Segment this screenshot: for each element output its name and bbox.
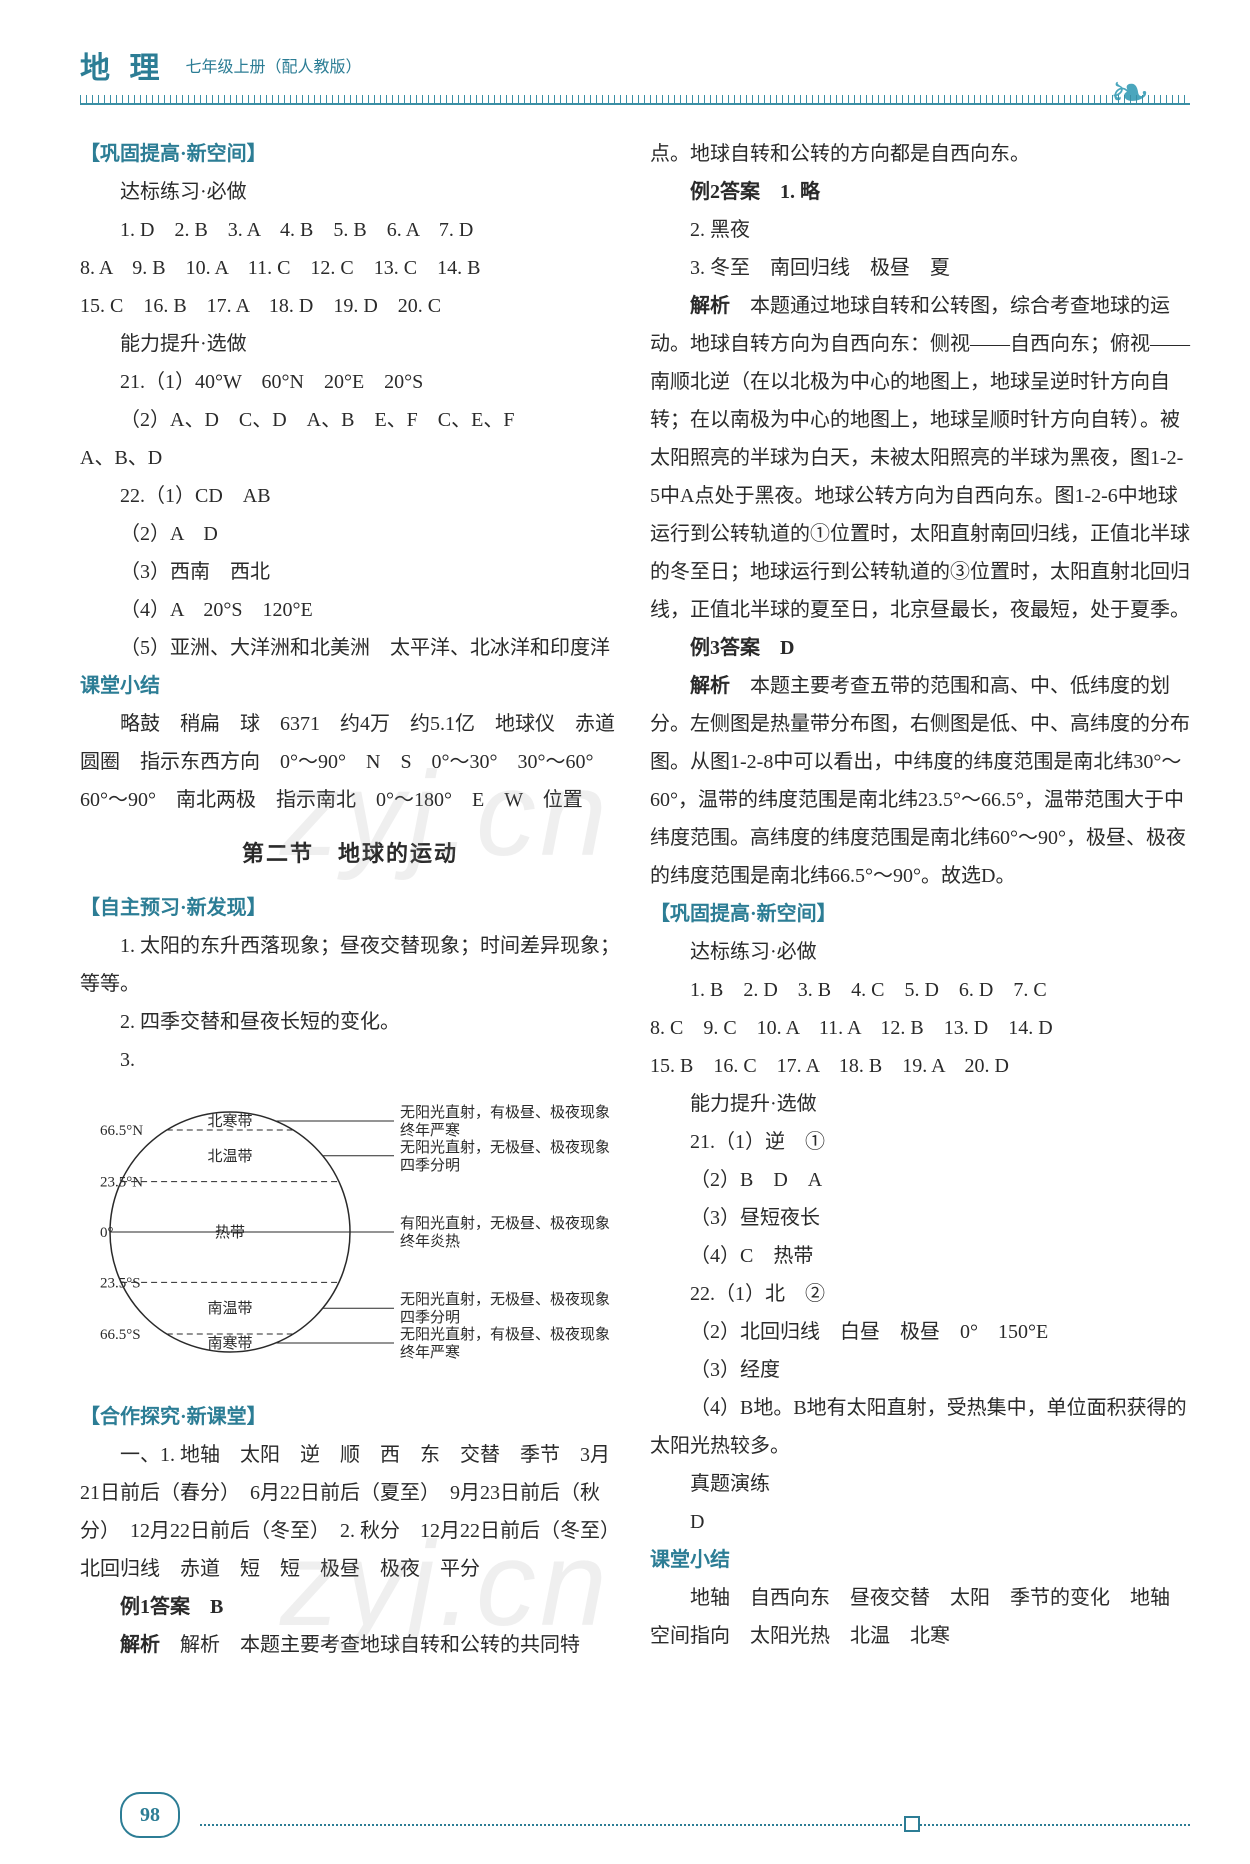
svg-text:无阳光直射，无极昼、极夜现象，: 无阳光直射，无极昼、极夜现象，: [400, 1291, 610, 1308]
ruler-marks: [80, 95, 1190, 105]
svg-text:66.5°S: 66.5°S: [100, 1327, 141, 1343]
section-heading: 【巩固提高·新空间】: [650, 895, 1190, 933]
analysis-label: 解析: [690, 675, 730, 697]
answer-line: 15. C 16. B 17. A 18. D 19. D 20. C: [80, 287, 620, 325]
sub-heading: 真题演练: [650, 1465, 1190, 1503]
page: 地 理 七年级上册（配人教版） ❧ zyj.cn zyj.cn 【巩固提高·新空…: [0, 0, 1250, 1864]
analysis-text: 解析 本题主要考查五带的范围和高、中、低纬度的划分。左侧图是热量带分布图，右侧图…: [650, 667, 1190, 895]
example-answer: 例3答案 D: [650, 629, 1190, 667]
section-title: 第二节 地球的运动: [80, 833, 620, 875]
section-heading: 【巩固提高·新空间】: [80, 135, 620, 173]
svg-text:终年严寒: 终年严寒: [400, 1121, 460, 1139]
svg-text:四季分明: 四季分明: [400, 1309, 460, 1326]
section-heading: 【合作探究·新课堂】: [80, 1398, 620, 1436]
answer-line: （3）经度: [650, 1351, 1190, 1389]
svg-text:四季分明: 四季分明: [400, 1157, 460, 1174]
svg-text:北寒带: 北寒带: [207, 1112, 252, 1130]
answer-line: 21.（1）40°W 60°N 20°E 20°S: [80, 363, 620, 401]
section-heading: 课堂小结: [650, 1541, 1190, 1579]
sub-heading: 能力提升·选做: [650, 1085, 1190, 1123]
answer-line: （3）西南 西北: [80, 553, 620, 591]
answer-line: 8. A 9. B 10. A 11. C 12. C 13. C 14. B: [80, 249, 620, 287]
svg-text:无阳光直射，无极昼、极夜现象，: 无阳光直射，无极昼、极夜现象，: [400, 1139, 610, 1156]
right-column: 点。地球自转和公转的方向都是自西向东。 例2答案 1. 略 2. 黑夜 3. 冬…: [650, 135, 1190, 1664]
answer-line: 1. D 2. B 3. A 4. B 5. B 6. A 7. D: [80, 211, 620, 249]
answer-line: 3. 冬至 南回归线 极昼 夏: [650, 249, 1190, 287]
footer-dotted-line: [200, 1824, 1190, 1826]
answer-line: （2）B D A: [650, 1161, 1190, 1199]
subject-label: 地 理: [80, 40, 166, 97]
section-heading: 课堂小结: [80, 667, 620, 705]
section-heading: 【自主预习·新发现】: [80, 889, 620, 927]
svg-text:无阳光直射，有极昼、极夜现象，: 无阳光直射，有极昼、极夜现象，: [400, 1326, 610, 1343]
body-text: 略鼓 稍扁 球 6371 约4万 约5.1亿 地球仪 赤道 圆圈 指示东西方向 …: [80, 705, 620, 819]
svg-text:终年严寒: 终年严寒: [400, 1343, 460, 1361]
page-number: 98: [120, 1792, 180, 1838]
svg-text:0°: 0°: [100, 1225, 114, 1241]
sub-heading: 能力提升·选做: [80, 325, 620, 363]
svg-text:23.5°S: 23.5°S: [100, 1275, 141, 1291]
climate-zones-diagram: 66.5°N 23.5°N 0° 23.5°S 66.5°S 北寒带北温带热带南温带南寒带…: [90, 1087, 620, 1390]
body-text: 3.: [80, 1041, 620, 1079]
answer-line: （5）亚洲、大洋洲和北美洲 太平洋、北冰洋和印度洋: [80, 629, 620, 667]
analysis-text: 解析 本题通过地球自转和公转图，综合考查地球的运动。地球自转方向为自西向东：侧视…: [650, 287, 1190, 629]
svg-text:北温带: 北温带: [207, 1148, 252, 1165]
body-text: 地轴 自西向东 昼夜交替 太阳 季节的变化 地轴 空间指向 太阳光热 北温 北寒: [650, 1579, 1190, 1655]
answer-line: （2）北回归线 白昼 极昼 0° 150°E: [650, 1313, 1190, 1351]
svg-text:南寒带: 南寒带: [207, 1334, 252, 1352]
sub-heading: 达标练习·必做: [650, 933, 1190, 971]
body-text: 1. 太阳的东升西落现象；昼夜交替现象；时间差异现象；等等。: [80, 927, 620, 1003]
answer-line: （4）A 20°S 120°E: [80, 591, 620, 629]
answer-line: 22.（1）北 ②: [650, 1275, 1190, 1313]
analysis-label: 解析: [120, 1634, 160, 1656]
answer-line: 22.（1）CD AB: [80, 477, 620, 515]
svg-text:终年炎热: 终年炎热: [400, 1233, 460, 1250]
sub-heading: 达标练习·必做: [80, 173, 620, 211]
answer-line: 15. B 16. C 17. A 18. B 19. A 20. D: [650, 1047, 1190, 1085]
answer-line: 1. B 2. D 3. B 4. C 5. D 6. D 7. C: [650, 971, 1190, 1009]
analysis-label: 解析: [690, 295, 730, 317]
example-answer: 例1答案 B: [80, 1588, 620, 1626]
left-column: 【巩固提高·新空间】 达标练习·必做 1. D 2. B 3. A 4. B 5…: [80, 135, 620, 1664]
answer-line: 2. 黑夜: [650, 211, 1190, 249]
answer-line: 21.（1）逆 ①: [650, 1123, 1190, 1161]
answer-line: A、B、D: [80, 439, 620, 477]
answer-line: （4）C 热带: [650, 1237, 1190, 1275]
answer-line: D: [650, 1503, 1190, 1541]
svg-text:23.5°N: 23.5°N: [100, 1174, 143, 1190]
body-text: 一、1. 地轴 太阳 逆 顺 西 东 交替 季节 3月21日前后（春分） 6月2…: [80, 1436, 620, 1588]
svg-text:66.5°N: 66.5°N: [100, 1123, 143, 1139]
svg-text:无阳光直射，有极昼、极夜现象，: 无阳光直射，有极昼、极夜现象，: [400, 1104, 610, 1121]
answer-line: （4）B地。B地有太阳直射，受热集中，单位面积获得的太阳光热较多。: [650, 1389, 1190, 1465]
svg-text:有阳光直射，无极昼、极夜现象，: 有阳光直射，无极昼、极夜现象，: [400, 1215, 610, 1232]
page-header: 地 理 七年级上册（配人教版） ❧: [80, 40, 1190, 105]
leaf-icon: ❧: [1110, 48, 1150, 139]
two-column-layout: 【巩固提高·新空间】 达标练习·必做 1. D 2. B 3. A 4. B 5…: [80, 135, 1190, 1664]
body-text: 点。地球自转和公转的方向都是自西向东。: [650, 135, 1190, 173]
answer-line: 8. C 9. C 10. A 11. A 12. B 13. D 14. D: [650, 1009, 1190, 1047]
body-text: 2. 四季交替和昼夜长短的变化。: [80, 1003, 620, 1041]
svg-text:热带: 热带: [215, 1224, 245, 1241]
footer-box-icon: [904, 1816, 920, 1832]
answer-line: （2）A D: [80, 515, 620, 553]
grade-label: 七年级上册（配人教版）: [186, 53, 362, 83]
diagram-svg: 66.5°N 23.5°N 0° 23.5°S 66.5°S 北寒带北温带热带南温带南寒带…: [90, 1087, 610, 1377]
example-answer: 例2答案 1. 略: [650, 173, 1190, 211]
analysis-text: 解析 解析 本题主要考查地球自转和公转的共同特: [80, 1626, 620, 1664]
answer-line: （3）昼短夜长: [650, 1199, 1190, 1237]
svg-text:南温带: 南温带: [207, 1300, 252, 1317]
answer-line: （2）A、D C、D A、B E、F C、E、F: [80, 401, 620, 439]
